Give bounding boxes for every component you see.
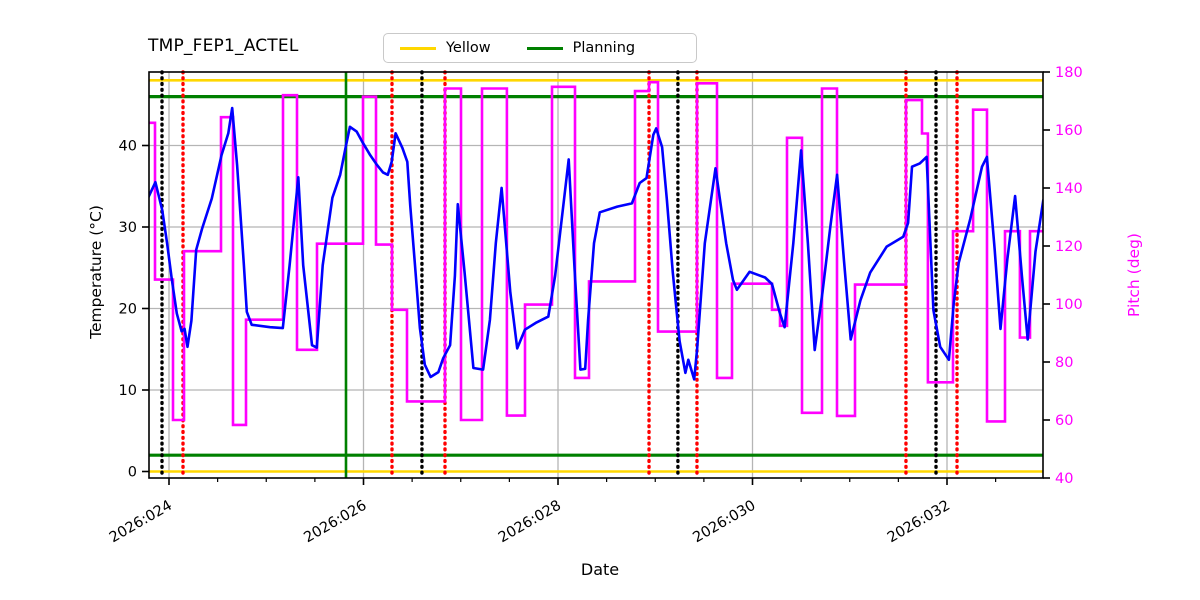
y-right-tick-label: 140 [1055,181,1083,197]
legend-box: Yellow Planning [383,33,697,63]
y-left-tick-label: 0 [128,465,137,481]
y-right-tick-label: 160 [1055,123,1083,139]
x-tick-label: 2026:026 [301,498,369,547]
yellow-line-swatch [400,46,436,50]
legend-item-planning: Planning [526,40,636,56]
y-axis-label-left: Temperature (°C) [87,205,105,339]
x-tick-label: 2026:032 [885,498,953,547]
x-tick-label: 2026:030 [690,498,758,547]
y-left-tick-label: 40 [119,139,137,155]
y-left-tick-label: 30 [119,220,137,236]
legend-label-yellow: Yellow [446,40,491,56]
temperature-series [149,106,1043,381]
legend-item-yellow: Yellow [400,40,491,56]
x-tick-label: 2026:024 [107,498,175,547]
y-right-tick-label: 180 [1055,65,1083,81]
y-right-tick-label: 60 [1055,413,1073,429]
x-tick-label: 2026:028 [496,498,564,547]
y-left-tick-label: 20 [119,302,137,318]
plot-border [148,71,1044,479]
pitch-series [149,80,1043,427]
legend-label-planning: Planning [572,40,636,56]
y-right-tick-label: 80 [1055,355,1073,371]
y-left-tick-label: 10 [119,383,137,399]
chart-title: TMP_FEP1_ACTEL [148,36,299,56]
x-axis-label: Date [580,560,620,579]
y-right-tick-label: 40 [1055,471,1073,487]
y-right-tick-label: 100 [1055,297,1083,313]
planning-line-swatch [526,46,563,50]
y-right-tick-label: 120 [1055,239,1083,255]
y-axis-label-right: Pitch (deg) [1125,233,1143,317]
